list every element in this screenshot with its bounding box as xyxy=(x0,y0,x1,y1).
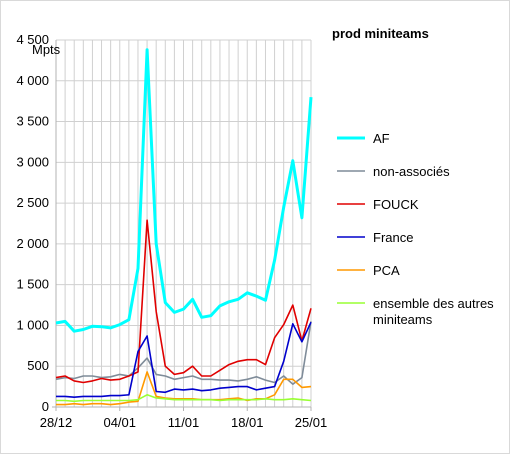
y-tick-label: 3 500 xyxy=(16,114,49,129)
series-line-france xyxy=(56,321,312,399)
y-tick-label: 2 500 xyxy=(16,195,49,210)
series-line-pca xyxy=(56,371,312,406)
legend-label: ensemble des autres miniteams xyxy=(373,296,494,327)
x-tick-label: 18/01 xyxy=(231,415,264,430)
series-line-af xyxy=(55,48,313,333)
y-axis-label: Mpts xyxy=(32,42,61,57)
legend-label: non-associés xyxy=(373,164,450,179)
x-tick-label: 04/01 xyxy=(103,415,136,430)
y-tick-label: 1 000 xyxy=(16,317,49,332)
legend-label: France xyxy=(373,230,413,245)
y-tick-label: 1 500 xyxy=(16,277,49,292)
y-tick-label: 4 000 xyxy=(16,73,49,88)
series-line-non-associ-s xyxy=(55,321,312,386)
chart-title: prod miniteams xyxy=(332,26,429,41)
x-tick-label: 25/01 xyxy=(295,415,328,430)
gridlines xyxy=(55,39,312,408)
y-tick-label: 3 000 xyxy=(16,154,49,169)
axes xyxy=(52,40,312,411)
legend-label: FOUCK xyxy=(373,197,419,212)
legend-label: AF xyxy=(373,131,390,146)
y-tick-label: 2 000 xyxy=(16,236,49,251)
y-tick-label: 500 xyxy=(27,358,49,373)
series-line-fouck xyxy=(55,219,312,384)
legend: AF non-associés FOUCK France PCA ensemble des… xyxy=(337,131,494,327)
series-lines xyxy=(55,48,313,406)
tick-labels: 0 500 1 000 1 500 2 000 2 500 3 000 3 500 4 000 4… xyxy=(16,32,327,430)
x-tick-label: 28/12 xyxy=(40,415,73,430)
series-line-ensemble-des-autres-miniteams xyxy=(56,393,312,403)
legend-label: PCA xyxy=(373,263,400,278)
x-tick-label: 11/01 xyxy=(168,415,200,430)
y-tick-label: 4 500 xyxy=(16,32,49,47)
y-tick-label: 0 xyxy=(42,399,49,414)
